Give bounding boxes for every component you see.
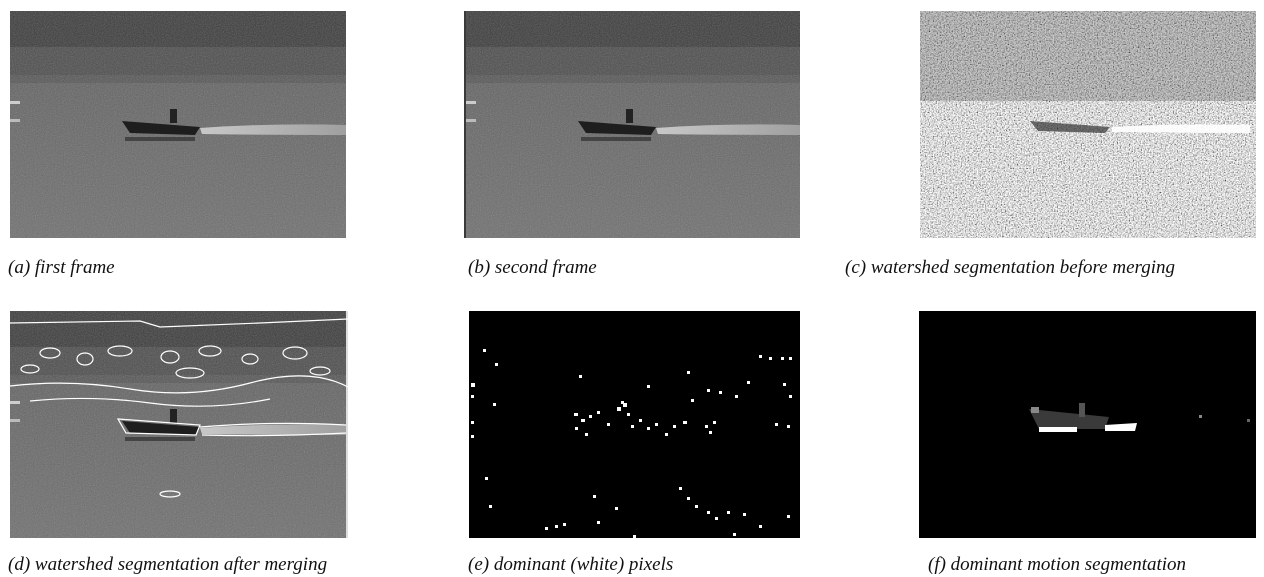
caption: (c) watershed segmentation before mergin…	[845, 257, 1175, 279]
watershed-before-image	[920, 11, 1256, 238]
watershed-after-image	[10, 311, 348, 538]
caption: (d) watershed segmentation after merging	[8, 554, 327, 576]
figure: (a) first frame (b) second frame (c) wat…	[0, 0, 1264, 577]
caption: (f) dominant motion segmentation	[928, 554, 1186, 576]
caption: (b) second frame	[468, 257, 597, 279]
caption: (a) first frame	[8, 257, 115, 279]
dominant-motion-image	[919, 311, 1256, 538]
first-frame-image	[10, 11, 346, 238]
dominant-pixels-image	[469, 311, 800, 538]
second-frame-image	[464, 11, 800, 238]
caption: (e) dominant (white) pixels	[468, 554, 673, 576]
